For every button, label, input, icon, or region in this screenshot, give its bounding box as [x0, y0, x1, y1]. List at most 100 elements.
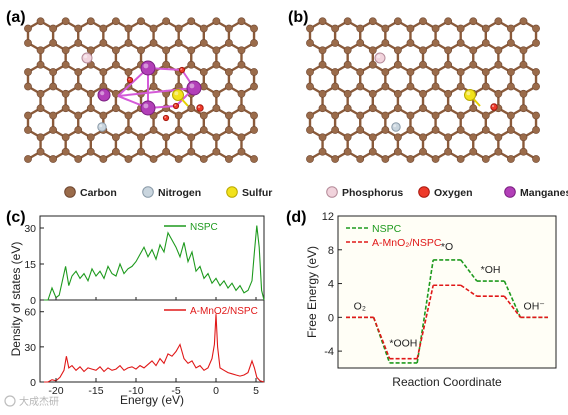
carbon-atom — [394, 46, 402, 55]
carbon-atom — [74, 24, 83, 33]
carbon-atom — [406, 126, 415, 134]
carbon-atom — [137, 147, 145, 156]
carbon-atom — [174, 24, 183, 33]
carbon-atom — [406, 24, 415, 33]
y-tick-label: 0 — [328, 312, 334, 324]
legend-label: Carbon — [80, 187, 117, 199]
carbon-atom — [456, 111, 465, 120]
carbon-atom — [532, 111, 540, 120]
panel-label-d: (d) — [286, 209, 306, 226]
carbon-atom — [250, 39, 258, 47]
carbon-atom — [237, 104, 246, 113]
carbon-atom — [356, 24, 365, 33]
carbon-atom — [381, 24, 390, 33]
carbon-atom — [61, 147, 70, 156]
carbon-atom — [24, 39, 32, 47]
carbon-atom — [381, 39, 390, 47]
carbon-atom — [469, 104, 478, 113]
y-tick-label: 15 — [24, 259, 36, 271]
carbon-atom — [469, 60, 478, 69]
carbon-atom — [162, 60, 171, 69]
carbon-atom — [419, 17, 427, 26]
carbon-atom — [61, 17, 70, 26]
carbon-atom — [507, 155, 515, 163]
carbon-atom — [24, 24, 32, 33]
manganese-atom-highlight — [143, 63, 149, 69]
y-axis-label: Density of states (eV) — [9, 242, 23, 357]
carbon-atom — [74, 155, 83, 163]
species-label: OH⁻ — [524, 300, 545, 312]
carbon-atom — [331, 82, 340, 91]
carbon-atom — [24, 126, 32, 134]
species-label: *OOH — [389, 338, 417, 350]
x-tick-label: 0 — [213, 385, 219, 397]
legend-label: Sulfur — [242, 187, 272, 199]
panel-label-a: (a) — [6, 9, 26, 26]
fe-frame — [337, 215, 557, 369]
carbon-atom — [124, 39, 133, 47]
nitrogen-atom-highlight — [393, 124, 397, 128]
oxygen-atom — [178, 66, 186, 74]
carbon-atom — [212, 60, 221, 69]
y-axis-label: Free Energy (eV) — [305, 246, 319, 338]
energy-transition — [416, 285, 434, 359]
carbon-atom — [318, 89, 327, 98]
carbon-atom — [494, 133, 503, 142]
carbon-atom — [431, 68, 440, 76]
carbon-atom — [306, 111, 314, 120]
energy-transition — [503, 295, 522, 318]
carbon-atom — [61, 60, 70, 69]
carbon-atom — [318, 60, 327, 69]
carbon-atom — [112, 133, 120, 142]
carbon-atom — [306, 82, 314, 91]
carbon-atom — [494, 60, 503, 69]
carbon-atom — [306, 155, 314, 163]
carbon-atom — [481, 111, 490, 120]
carbon-atom — [99, 68, 108, 76]
carbon-atom — [36, 60, 45, 69]
carbon-swatch-icon — [64, 186, 76, 198]
carbon-atom — [368, 133, 377, 142]
carbon-atom — [481, 82, 490, 91]
carbon-atom — [532, 155, 540, 163]
carbon-atom — [162, 46, 171, 55]
carbon-atom — [61, 104, 70, 113]
carbon-atom — [456, 68, 465, 76]
carbon-atom — [356, 111, 365, 120]
carbon-atom — [519, 46, 528, 55]
manganese-atom — [140, 60, 156, 76]
oxygen-atom — [162, 114, 170, 122]
oxygen-atom — [126, 76, 134, 84]
panel-label-b: (b) — [288, 9, 308, 26]
carbon-atom — [36, 89, 45, 98]
carbon-atom — [406, 82, 415, 91]
dos-frame-bottom — [39, 299, 265, 383]
carbon-atom — [394, 89, 402, 98]
carbon-atom — [444, 60, 453, 69]
carbon-atom — [519, 104, 528, 113]
carbon-atom — [368, 104, 377, 113]
y-tick-label: 12 — [322, 211, 334, 223]
carbon-atom — [250, 24, 258, 33]
carbon-atom — [456, 155, 465, 163]
carbon-atom — [318, 17, 327, 26]
carbon-atom — [368, 89, 377, 98]
carbon-atom — [306, 68, 314, 76]
carbon-atom — [112, 17, 120, 26]
legend-item-oxygen: Oxygen — [418, 186, 473, 199]
carbon-atom — [149, 82, 158, 91]
phosphorus-atom-highlight — [83, 54, 88, 59]
carbon-atom — [225, 111, 233, 120]
carbon-atom — [212, 46, 221, 55]
carbon-atom — [519, 133, 528, 142]
carbon-atom — [419, 60, 427, 69]
carbon-atom — [431, 39, 440, 47]
carbon-atom — [250, 68, 258, 76]
carbon-atom — [381, 82, 390, 91]
carbon-atom — [381, 126, 390, 134]
carbon-atom — [444, 17, 453, 26]
carbon-atom — [356, 155, 365, 163]
phosphorus-atom — [374, 52, 386, 64]
carbon-atom — [49, 111, 58, 120]
